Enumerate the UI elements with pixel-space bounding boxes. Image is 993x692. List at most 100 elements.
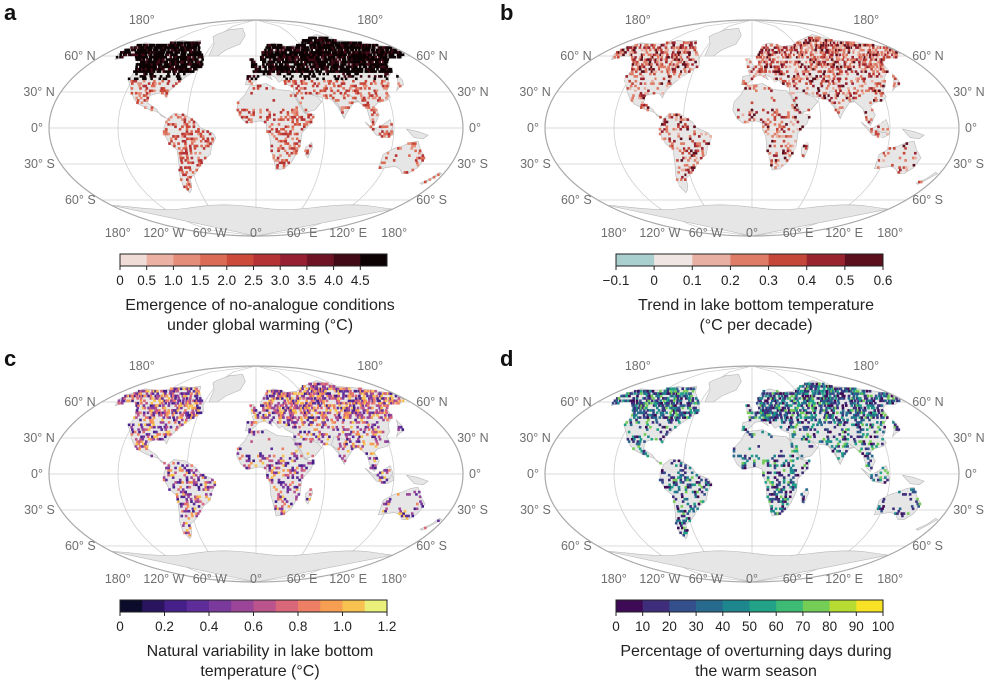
- lake-pixel: [308, 404, 311, 407]
- lake-pixel: [364, 399, 368, 403]
- lake-pixel: [636, 67, 640, 71]
- lake-pixel: [277, 497, 280, 501]
- lake-pixel: [288, 48, 291, 52]
- lake-pixel: [319, 46, 322, 49]
- lake-pixel: [388, 469, 391, 472]
- lake-pixel: [148, 437, 151, 441]
- lake-pixel: [867, 75, 871, 78]
- lake-pixel: [292, 149, 296, 153]
- lake-pixel: [428, 178, 432, 181]
- lake-pixel: [303, 63, 306, 66]
- lake-pixel: [775, 51, 778, 54]
- lake-pixel: [677, 77, 680, 81]
- lake-pixel: [304, 48, 307, 52]
- lake-pixel: [366, 433, 369, 436]
- lake-pixel: [364, 425, 368, 429]
- lake-pixel: [186, 502, 189, 506]
- lon-label-top: 180°: [129, 13, 155, 27]
- lake-pixel: [333, 406, 336, 410]
- lake-pixel: [432, 175, 436, 179]
- lake-pixel: [622, 53, 625, 57]
- lake-pixel: [293, 485, 297, 489]
- lake-pixel: [144, 84, 148, 88]
- lake-pixel: [160, 43, 163, 47]
- lake-pixel: [306, 58, 309, 61]
- lake-pixel: [254, 413, 258, 417]
- lake-pixel: [817, 89, 821, 93]
- lake-pixel: [295, 488, 299, 491]
- lake-pixel: [353, 60, 356, 64]
- lake-pixel: [843, 48, 846, 52]
- lake-pixel: [383, 132, 386, 136]
- lake-pixel: [305, 48, 309, 52]
- lake-pixel: [650, 43, 653, 47]
- lake-pixel: [139, 437, 142, 441]
- lake-pixel: [149, 425, 152, 429]
- lake-pixel: [810, 36, 814, 40]
- lake-pixel: [195, 399, 199, 403]
- lake-pixel: [336, 406, 340, 410]
- lake-pixel: [303, 409, 306, 412]
- lake-pixel: [351, 51, 355, 54]
- lake-pixel: [418, 156, 421, 160]
- lake-pixel: [304, 58, 308, 61]
- lake-pixel: [415, 507, 419, 511]
- lake-pixel: [839, 70, 842, 73]
- lake-pixel: [655, 48, 658, 52]
- lake-pixel: [314, 63, 317, 66]
- lake-pixel: [309, 421, 312, 424]
- lake-pixel: [639, 72, 642, 76]
- lake-pixel: [358, 60, 362, 64]
- lake-pixel: [658, 132, 662, 136]
- lake-pixel: [167, 404, 171, 407]
- lake-pixel: [681, 43, 684, 47]
- lake-pixel: [302, 58, 306, 61]
- lake-pixel: [199, 135, 203, 138]
- lake-pixel: [853, 58, 857, 61]
- lake-pixel: [360, 46, 364, 49]
- lake-pixel: [131, 428, 134, 431]
- lake-pixel: [688, 135, 692, 138]
- lake-pixel: [661, 137, 664, 141]
- lake-pixel: [140, 440, 144, 443]
- lake-pixel: [872, 53, 876, 57]
- lake-pixel: [171, 46, 175, 49]
- lake-pixel: [814, 77, 817, 81]
- lake-pixel: [801, 60, 805, 64]
- lake-pixel: [307, 397, 310, 400]
- lake-pixel: [295, 111, 299, 114]
- lake-pixel: [158, 65, 161, 69]
- lake-pixel: [381, 401, 385, 405]
- lake-pixel: [141, 63, 144, 66]
- lake-pixel: [171, 63, 174, 66]
- lake-pixel: [162, 67, 165, 71]
- lake-pixel: [364, 63, 367, 66]
- lake-pixel: [784, 108, 788, 112]
- lake-pixel: [137, 411, 140, 415]
- lake-pixel: [196, 60, 199, 64]
- lake-pixel: [325, 41, 328, 45]
- lake-pixel: [845, 82, 848, 85]
- lake-pixel: [187, 406, 190, 410]
- lake-pixel: [848, 99, 852, 102]
- lake-pixel: [652, 48, 655, 52]
- lake-pixel: [277, 411, 280, 415]
- lake-pixel: [797, 75, 800, 78]
- lake-pixel: [400, 53, 403, 57]
- lake-pixel: [274, 500, 278, 503]
- lake-pixel: [344, 433, 348, 436]
- lake-pixel: [764, 125, 768, 129]
- lake-pixel: [179, 46, 183, 49]
- lake-pixel: [316, 394, 320, 398]
- lake-pixel: [153, 46, 156, 49]
- colorbar-segment: [146, 254, 174, 266]
- lake-pixel: [295, 404, 299, 407]
- lake-pixel: [270, 476, 274, 479]
- lake-pixel: [207, 497, 211, 501]
- lake-pixel: [772, 43, 776, 47]
- lake-pixel: [211, 139, 214, 143]
- lake-pixel: [847, 46, 850, 49]
- lake-pixel: [270, 469, 274, 472]
- lake-pixel: [163, 406, 167, 410]
- lake-pixel: [785, 77, 789, 81]
